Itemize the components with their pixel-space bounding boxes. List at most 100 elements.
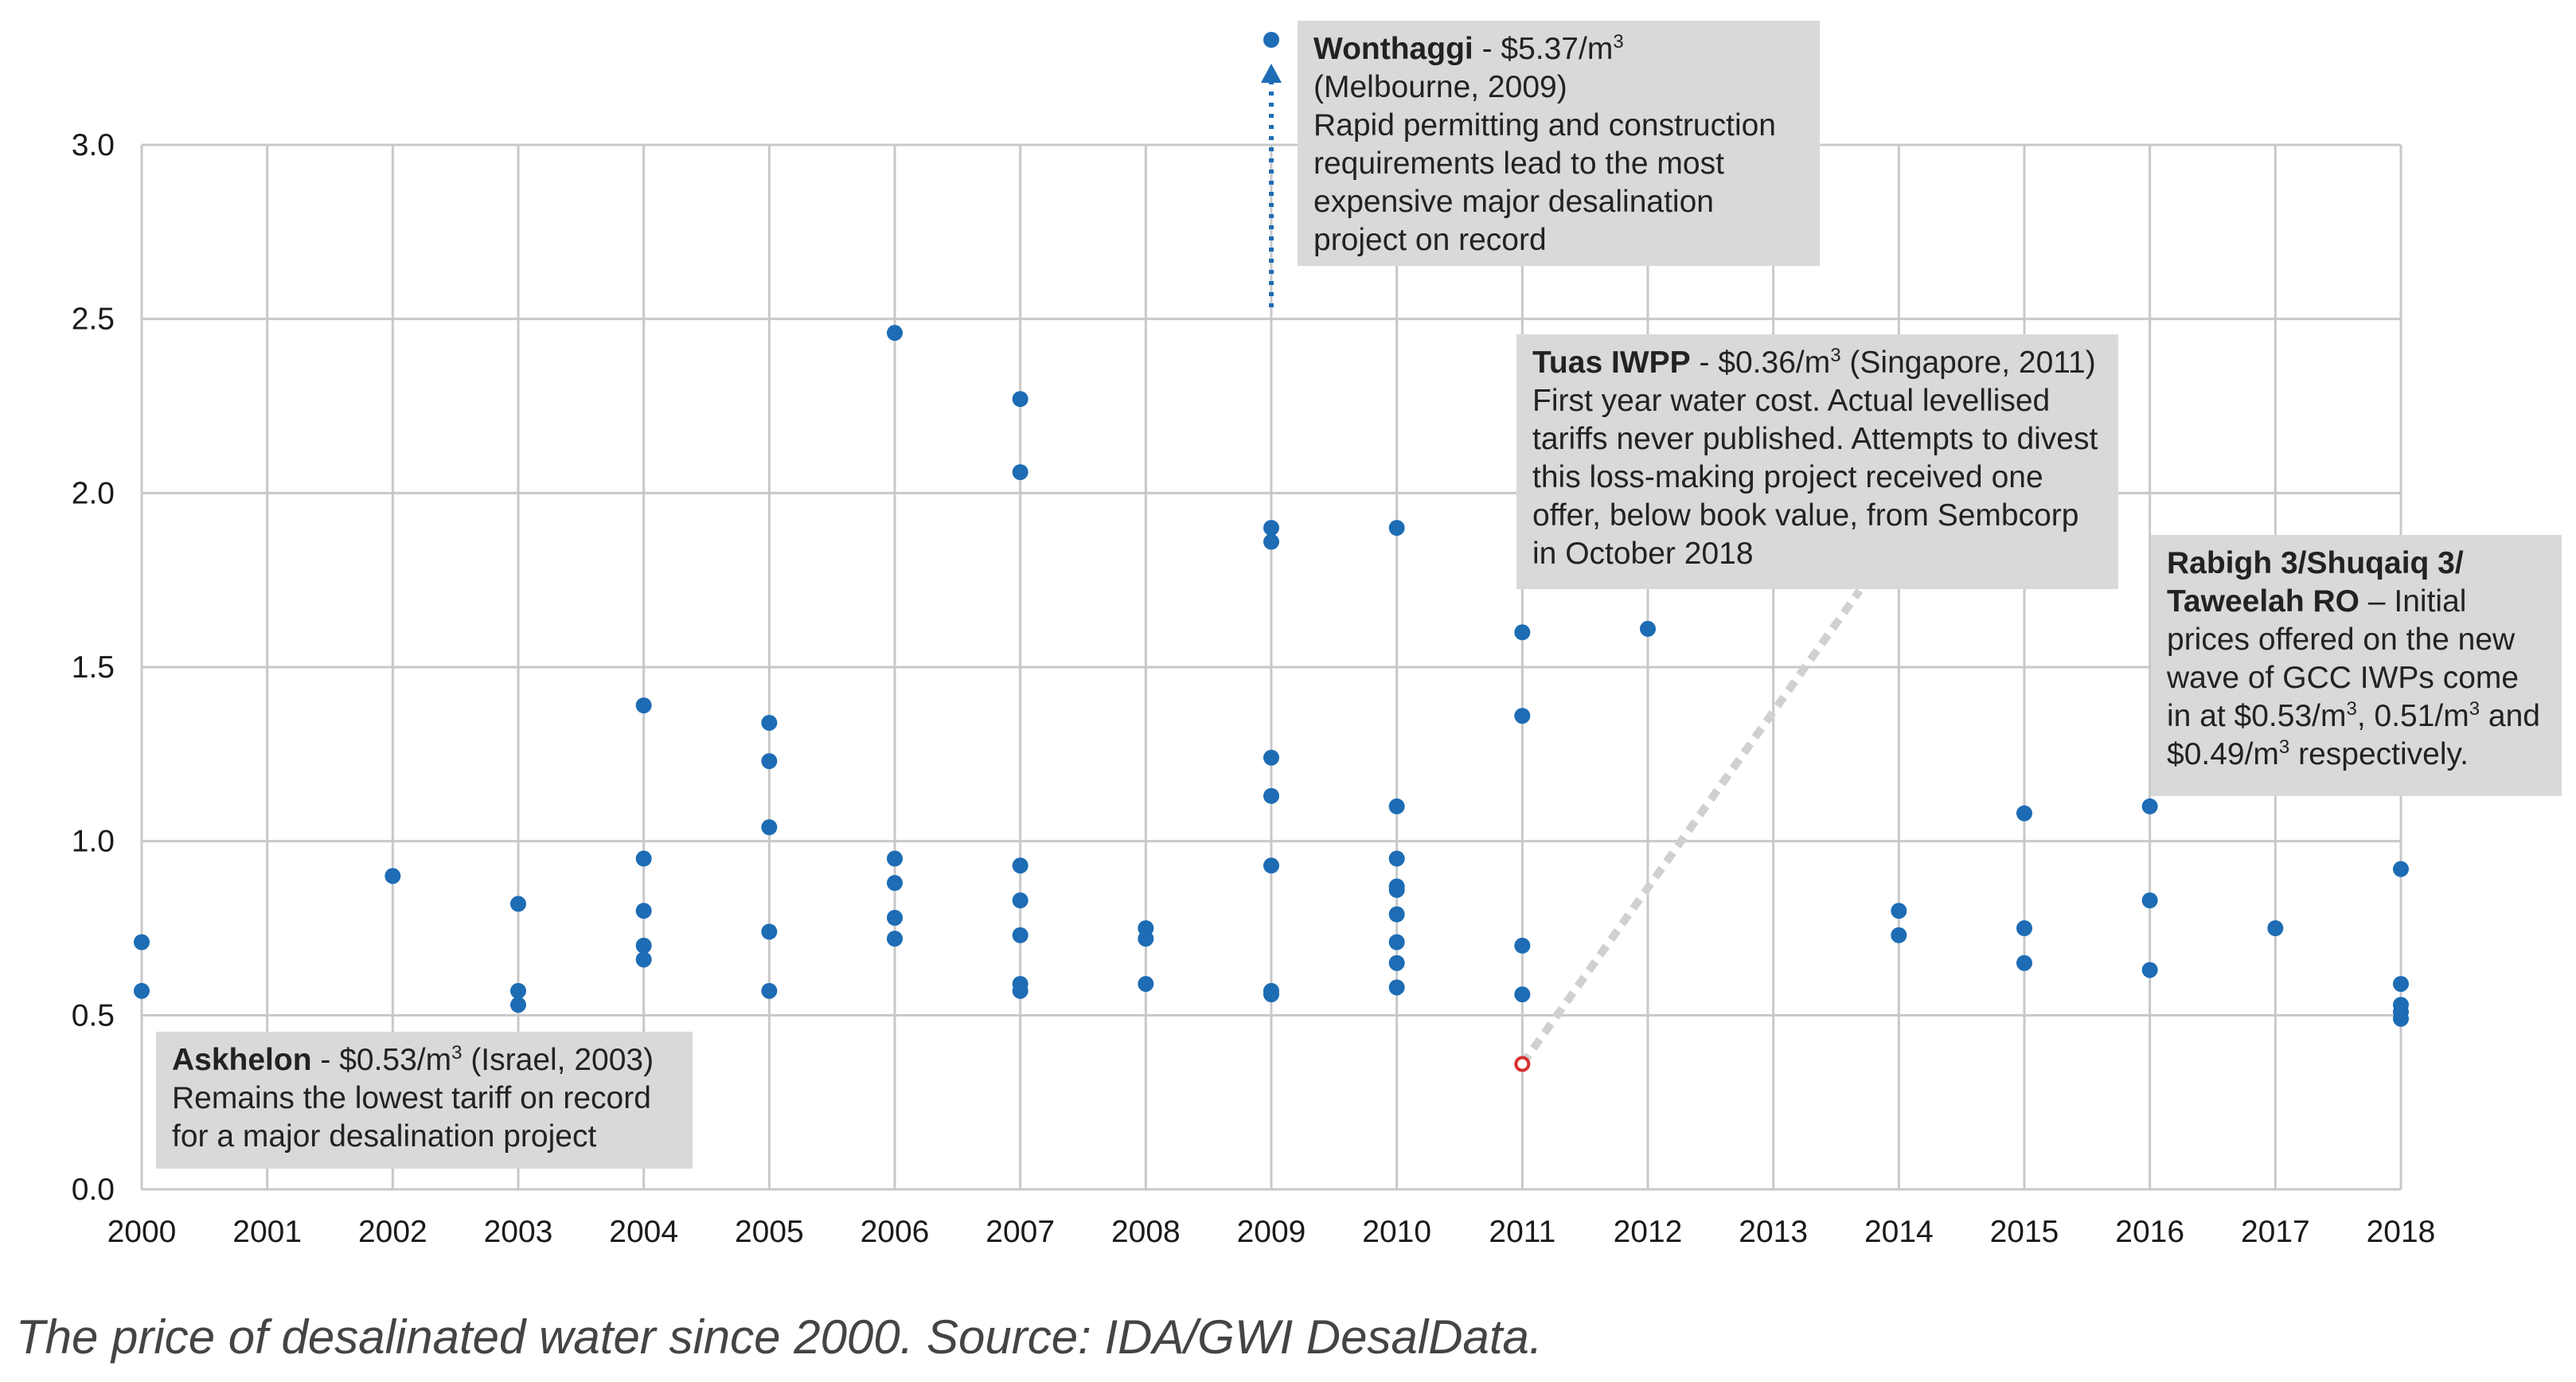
annotation-rabigh-sup2: 3: [2469, 698, 2480, 720]
data-point: [1012, 391, 1028, 408]
data-point: [1514, 708, 1531, 724]
data-point: [887, 931, 903, 947]
outlier-arrowhead: [1261, 64, 1282, 83]
y-tick-label: 1.0: [72, 825, 115, 859]
data-point: [761, 923, 778, 940]
data-point: [1263, 520, 1279, 537]
x-tick-label: 2003: [484, 1215, 553, 1249]
x-tick-label: 2005: [735, 1215, 804, 1249]
annotation-rabigh-text-b: , 0.51/m: [2356, 699, 2469, 733]
y-axis-ticks: 0.0 0.5 1.0 1.5 2.0 2.5 3.0: [72, 128, 115, 1207]
y-tick-label: 0.5: [72, 998, 115, 1033]
data-point: [887, 875, 903, 892]
data-point: [1012, 857, 1028, 874]
x-tick-label: 2001: [232, 1215, 302, 1249]
data-point: [1263, 749, 1279, 766]
annotation-wonthaggi-location: (Melbourne, 2009): [1313, 70, 1567, 104]
data-point: [1012, 982, 1028, 999]
data-point: [761, 819, 778, 836]
data-point: [510, 896, 526, 912]
data-point: [761, 714, 778, 731]
annotation-rabigh-text-d: respectively.: [2289, 737, 2469, 771]
tuas-leader: [1519, 588, 1864, 1067]
y-tick-label: 1.5: [72, 650, 115, 685]
data-point: [635, 951, 652, 968]
data-point: [1388, 906, 1405, 923]
annotation-wonthaggi-title: Wonthaggi: [1313, 32, 1473, 66]
data-point: [1263, 533, 1279, 550]
data-point: [635, 903, 652, 919]
y-tick-label: 0.0: [72, 1173, 115, 1207]
tuas-leader-line: [1519, 588, 1864, 1067]
data-point: [2141, 798, 2158, 814]
annotation-wonthaggi-sup: 3: [1613, 31, 1624, 53]
x-tick-label: 2009: [1237, 1215, 1306, 1249]
annotation-tuas-body: First year water cost. Actual levellised…: [1532, 384, 2098, 571]
data-point: [761, 753, 778, 770]
data-point: [510, 997, 526, 1013]
data-point: [384, 868, 401, 884]
data-point: [1640, 620, 1656, 637]
annotation-rabigh: Rabigh 3/Shuqaiq 3/ Taweelah RO – Initia…: [2151, 535, 2562, 796]
annotation-askhelon-title: Askhelon: [172, 1043, 312, 1077]
annotation-rabigh-sup1: 3: [2346, 698, 2357, 720]
annotation-rabigh-text-c: and $0.49/m: [2167, 699, 2540, 771]
y-tick-label: 3.0: [72, 128, 115, 162]
annotation-tuas: Tuas IWPP - $0.36/m3 (Singapore, 2011) F…: [1516, 334, 2118, 589]
data-point: [2267, 920, 2284, 936]
data-point: [635, 937, 652, 954]
data-point: [1263, 787, 1279, 804]
data-point: [2141, 962, 2158, 978]
data-point: [1138, 931, 1154, 947]
x-tick-label: 2010: [1362, 1215, 1431, 1249]
data-point: [1388, 979, 1405, 996]
data-points: [134, 325, 2409, 1072]
x-tick-label: 2000: [107, 1215, 177, 1249]
annotation-askhelon-sup: 3: [451, 1042, 463, 1064]
data-point: [2016, 805, 2032, 822]
x-tick-label: 2002: [358, 1215, 427, 1249]
x-tick-label: 2008: [1111, 1215, 1181, 1249]
data-point: [1388, 520, 1405, 537]
data-point: [2016, 920, 2032, 936]
x-tick-label: 2018: [2367, 1215, 2436, 1249]
data-point: [635, 850, 652, 867]
data-point: [1388, 955, 1405, 971]
data-point: [1388, 934, 1405, 951]
annotation-askhelon-price: - $0.53/m: [311, 1043, 452, 1077]
x-tick-label: 2016: [2115, 1215, 2184, 1249]
x-tick-label: 2012: [1614, 1215, 1683, 1249]
y-tick-label: 2.0: [72, 476, 115, 510]
data-point: [510, 982, 526, 999]
x-tick-label: 2014: [1864, 1215, 1934, 1249]
data-point: [1388, 798, 1405, 814]
x-tick-label: 2011: [1489, 1215, 1555, 1249]
annotation-rabigh-sup3: 3: [2278, 736, 2290, 758]
annotation-wonthaggi-price: - $5.37/m: [1473, 32, 1614, 66]
data-point: [761, 982, 778, 999]
x-axis-ticks: 2000 2001 2002 2003 2004 2005 2006 2007 2008 2009…: [107, 1215, 2436, 1249]
x-tick-label: 2007: [986, 1215, 1055, 1249]
wonthaggi-outlier-marker: [1261, 32, 1282, 307]
data-point: [1388, 881, 1405, 898]
annotation-tuas-sup: 3: [1830, 345, 1841, 366]
data-point: [1012, 464, 1028, 481]
x-tick-label: 2013: [1739, 1215, 1808, 1249]
data-point: [1514, 986, 1531, 1003]
data-point: [887, 850, 903, 867]
data-point: [1388, 850, 1405, 867]
data-point: [1012, 927, 1028, 943]
outlier-point: [1263, 32, 1279, 48]
annotation-wonthaggi-body: Rapid permitting and construction requir…: [1313, 108, 1776, 257]
annotation-wonthaggi: Wonthaggi - $5.37/m3 (Melbourne, 2009) R…: [1298, 21, 1820, 266]
data-point: [2393, 1010, 2409, 1027]
annotation-tuas-price: - $0.36/m: [1690, 346, 1831, 380]
data-point: [1263, 857, 1279, 874]
chart-caption: The price of desalinated water since 200…: [16, 1310, 1543, 1364]
annotation-askhelon: Askhelon - $0.53/m3 (Israel, 2003) Remai…: [156, 1032, 693, 1169]
annotation-rabigh-title: Rabigh 3/Shuqaiq 3/ Taweelah RO: [2167, 546, 2464, 619]
data-point: [635, 697, 652, 714]
data-point: [1012, 892, 1028, 909]
data-point: [1891, 927, 1907, 943]
data-point: [134, 934, 150, 951]
